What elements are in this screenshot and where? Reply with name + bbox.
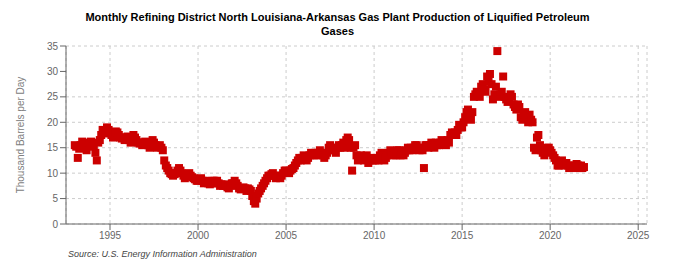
svg-text:1995: 1995 xyxy=(99,230,122,241)
svg-text:0: 0 xyxy=(52,219,58,230)
svg-text:2015: 2015 xyxy=(451,230,474,241)
svg-text:2000: 2000 xyxy=(187,230,210,241)
svg-text:20: 20 xyxy=(47,117,59,128)
svg-text:2010: 2010 xyxy=(363,230,386,241)
svg-text:25: 25 xyxy=(47,91,59,102)
svg-text:15: 15 xyxy=(47,142,59,153)
html-text:Source: U.S. Energy Informatio: Source: U.S. Energy Information Administ… xyxy=(68,249,257,259)
svg-text:2020: 2020 xyxy=(539,230,562,241)
svg-text:Thousand Barrels per Day: Thousand Barrels per Day xyxy=(15,77,26,194)
svg-text:35: 35 xyxy=(47,41,59,52)
svg-text:30: 30 xyxy=(47,66,59,77)
svg-text:2005: 2005 xyxy=(275,230,298,241)
svg-text:10: 10 xyxy=(47,168,59,179)
svg-text:5: 5 xyxy=(52,193,58,204)
html-text:Monthly Refining District Nort: Monthly Refining District North Louisian… xyxy=(85,11,590,23)
html-text:Gases: Gases xyxy=(321,25,354,37)
svg-text:2025: 2025 xyxy=(627,230,650,241)
